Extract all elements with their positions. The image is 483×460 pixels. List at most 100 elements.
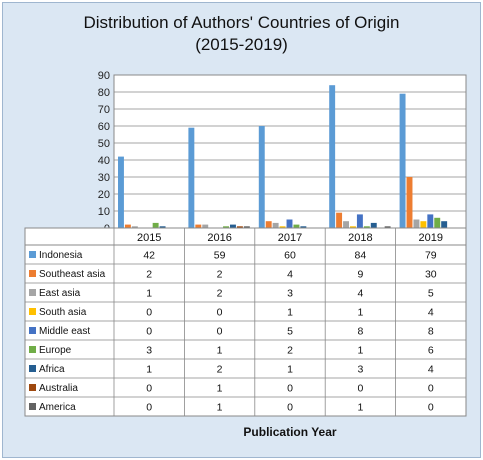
table-cell-value: 0 <box>287 383 293 395</box>
y-tick-label: 40 <box>98 155 110 167</box>
legend-label: America <box>39 402 76 413</box>
table-cell-value: 0 <box>428 402 434 414</box>
table-cell-value: 4 <box>357 288 363 300</box>
table-cell-value: 2 <box>217 288 223 300</box>
table-cell-value: 3 <box>146 345 152 357</box>
table-cell-value: 60 <box>284 250 296 262</box>
table-cell-value: 30 <box>425 269 437 281</box>
bar-africa-2019 <box>441 221 448 228</box>
plot-area <box>113 74 467 229</box>
legend-label: Australia <box>39 383 78 394</box>
table-cell-value: 8 <box>428 326 434 338</box>
table-cell-value: 1 <box>357 307 363 319</box>
y-tick-label: 30 <box>98 172 110 184</box>
bar-southeast-asia-2018 <box>336 212 343 228</box>
bar-southeast-asia-2019 <box>406 177 413 228</box>
bar-east-asia-2015 <box>131 226 138 228</box>
table-cell-value: 5 <box>428 288 434 300</box>
table-cell-value: 84 <box>355 250 367 262</box>
bar-middle-east-2017 <box>286 219 293 228</box>
y-tick-label: 70 <box>98 104 110 116</box>
x-category-label: 2015 <box>137 232 161 244</box>
x-category-label: 2018 <box>348 232 372 244</box>
table-cell-value: 4 <box>428 307 434 319</box>
legend-label: East asia <box>39 288 81 299</box>
y-tick-label: 50 <box>98 138 110 150</box>
x-axis-title: Publication Year <box>243 425 337 439</box>
legend-swatch-africa <box>29 365 36 372</box>
bar-america-2018 <box>384 226 391 228</box>
table-cell-value: 0 <box>287 402 293 414</box>
table-cell-value: 6 <box>428 345 434 357</box>
table-cell-value: 3 <box>357 364 363 376</box>
bar-africa-2018 <box>370 222 377 228</box>
bar-southeast-asia-2015 <box>124 224 131 228</box>
table-cell-value: 0 <box>146 383 152 395</box>
table-cell-value: 0 <box>357 383 363 395</box>
bar-australia-2016 <box>236 226 243 228</box>
table-cell-value: 0 <box>146 402 152 414</box>
table-cell-value: 1 <box>146 288 152 300</box>
table-cell-value: 1 <box>357 402 363 414</box>
bar-europe-2019 <box>434 217 441 228</box>
bar-east-asia-2018 <box>343 221 349 228</box>
table-cell-value: 1 <box>217 345 223 357</box>
bar-europe-2018 <box>363 226 370 228</box>
legend-swatch-southeast-asia <box>29 270 36 277</box>
bar-africa-2017 <box>300 226 307 228</box>
legend-swatch-east-asia <box>29 289 36 296</box>
bar-america-2016 <box>243 226 250 228</box>
table-cell-value: 3 <box>287 288 293 300</box>
bar-europe-2017 <box>293 224 300 228</box>
table-cell-value: 1 <box>287 307 293 319</box>
table-cell-value: 59 <box>214 250 226 262</box>
bar-southeast-asia-2017 <box>265 221 272 228</box>
table-cell-value: 0 <box>146 326 152 338</box>
legend-swatch-australia <box>29 384 36 391</box>
table-cell-value: 2 <box>146 269 152 281</box>
bar-indonesia-2015 <box>118 156 124 228</box>
bar-east-asia-2016 <box>202 224 209 228</box>
x-category-label: 2019 <box>419 232 443 244</box>
bar-indonesia-2018 <box>329 85 336 228</box>
bar-middle-east-2018 <box>356 214 363 228</box>
table-cell-value: 42 <box>143 250 155 262</box>
bar-africa-2016 <box>230 224 236 228</box>
bar-east-asia-2017 <box>272 222 279 228</box>
legend-label: Indonesia <box>39 250 83 261</box>
table-cell-value: 1 <box>217 383 223 395</box>
y-tick-label: 80 <box>98 87 110 99</box>
table-cell-value: 79 <box>425 250 437 262</box>
table-cell-value: 4 <box>287 269 293 281</box>
chart-title: Distribution of Authors' Countries of Or… <box>83 13 400 54</box>
bar-africa-2015 <box>159 226 166 228</box>
table-cell-value: 0 <box>217 326 223 338</box>
bar-europe-2015 <box>152 222 159 228</box>
legend-swatch-middle-east <box>29 327 36 334</box>
legend-swatch-america <box>29 403 36 410</box>
table-cell-value: 2 <box>217 364 223 376</box>
legend-label: Europe <box>39 345 72 356</box>
x-category-label: 2016 <box>207 232 231 244</box>
y-tick-label: 90 <box>98 70 110 82</box>
bar-south-asia-2017 <box>279 226 286 228</box>
bar-indonesia-2016 <box>188 127 195 228</box>
table-cell-value: 0 <box>428 383 434 395</box>
table-cell-value: 8 <box>357 326 363 338</box>
table-cell-value: 1 <box>357 345 363 357</box>
table-cell-value: 2 <box>217 269 223 281</box>
bar-indonesia-2017 <box>258 126 265 228</box>
legend-swatch-indonesia <box>29 251 36 258</box>
table-cell-value: 4 <box>428 364 434 376</box>
table-cell-value: 1 <box>287 364 293 376</box>
legend-label: Middle east <box>39 326 90 337</box>
table-cell-value: 1 <box>146 364 152 376</box>
table-cell-value: 5 <box>287 326 293 338</box>
table-cell-value: 1 <box>217 402 223 414</box>
y-tick-label: 60 <box>98 121 110 133</box>
table-cell-value: 0 <box>146 307 152 319</box>
bar-middle-east-2019 <box>427 214 434 228</box>
table-cell-value: 9 <box>357 269 363 281</box>
legend-swatch-europe <box>29 346 36 353</box>
